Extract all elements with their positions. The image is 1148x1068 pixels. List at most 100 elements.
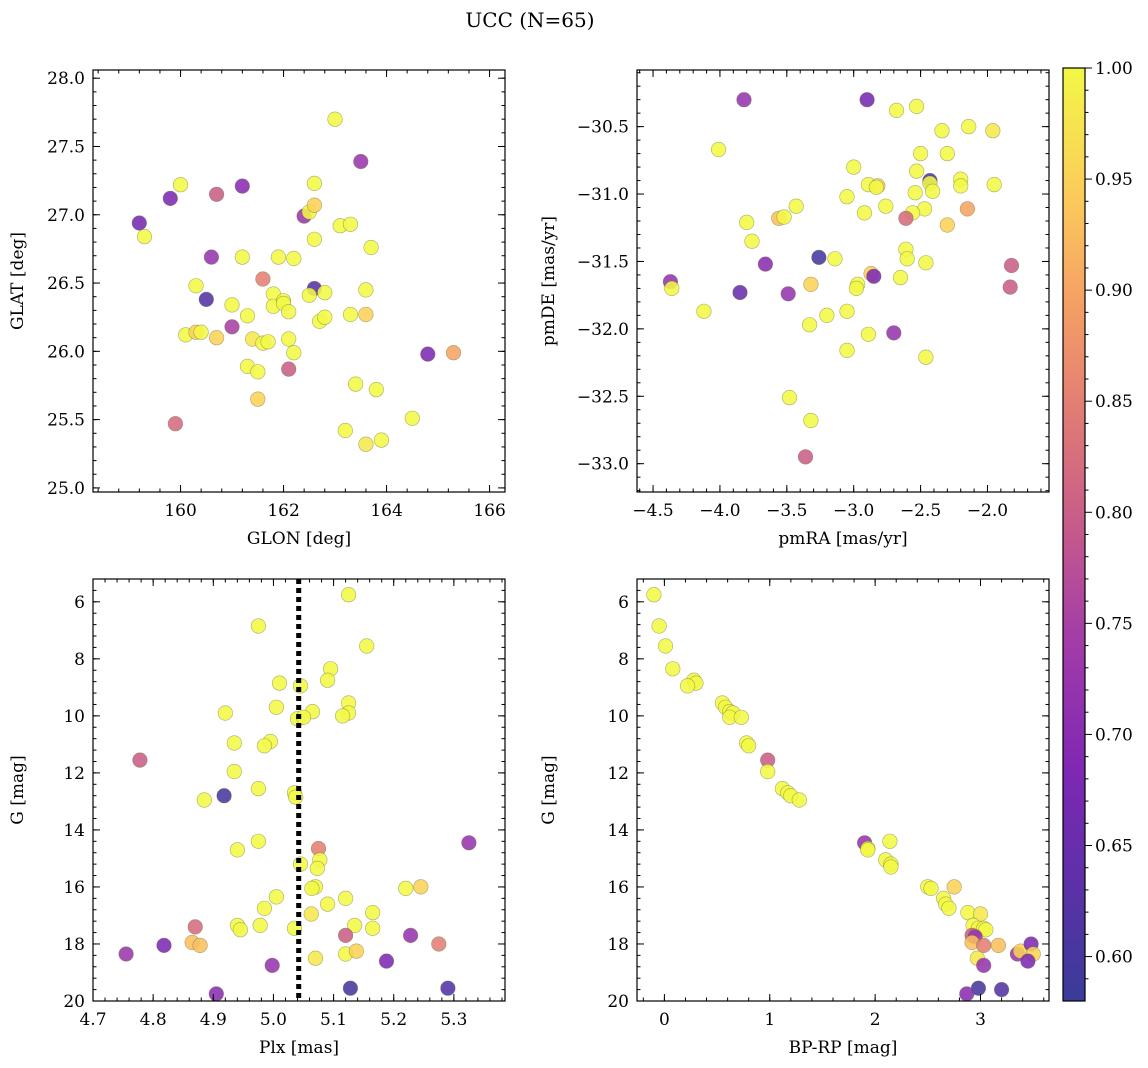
data-point — [306, 175, 323, 191]
data-point — [378, 953, 395, 969]
data-point — [827, 251, 843, 267]
data-point — [281, 304, 297, 320]
data-point — [250, 364, 266, 380]
data-point — [839, 189, 855, 205]
data-point — [776, 209, 792, 225]
data-point — [440, 980, 456, 996]
points-plx-g — [118, 587, 477, 1001]
data-point — [781, 390, 798, 406]
y-tick-label: 18 — [607, 935, 629, 955]
y-tick-label: −32.5 — [577, 387, 629, 407]
colorbar-tick-label: 0.75 — [1095, 614, 1133, 634]
data-point — [365, 904, 381, 921]
data-point — [224, 297, 240, 313]
y-tick-label: 12 — [607, 764, 629, 784]
data-point — [978, 922, 994, 938]
data-point — [368, 382, 384, 398]
colorbar-tick-label: 1.00 — [1095, 59, 1133, 79]
data-point — [856, 205, 873, 221]
ticks — [92, 578, 505, 1002]
data-point — [961, 118, 977, 135]
data-point — [1002, 279, 1018, 295]
x-tick-label: 162 — [267, 501, 299, 521]
data-point — [859, 92, 875, 108]
data-point — [819, 307, 835, 324]
data-point — [898, 210, 914, 226]
data-point — [226, 735, 242, 751]
data-point — [803, 276, 819, 293]
data-point — [788, 198, 804, 214]
colorbar-tick-label: 0.80 — [1095, 503, 1133, 523]
data-point — [250, 780, 266, 797]
data-point — [252, 917, 268, 934]
x-tick-label: 0 — [659, 1010, 670, 1030]
data-point — [420, 346, 436, 362]
data-point — [665, 661, 681, 677]
data-point — [288, 789, 304, 805]
data-point — [342, 980, 359, 996]
data-point — [888, 102, 905, 118]
x-tick-label: 160 — [164, 501, 196, 521]
data-point — [250, 391, 266, 407]
colorbar-tick-label: 0.60 — [1095, 948, 1133, 968]
data-point — [780, 286, 796, 302]
data-point — [353, 153, 369, 170]
data-point — [234, 249, 250, 265]
data-point — [301, 287, 317, 303]
data-point — [413, 879, 429, 895]
data-point — [136, 229, 153, 245]
data-point — [188, 278, 204, 294]
data-point — [866, 268, 882, 284]
data-point — [924, 183, 941, 199]
y-tick-label: 6 — [74, 593, 85, 613]
y-axis-label: pmDE [mas/yr] — [539, 216, 559, 346]
data-point — [309, 860, 325, 877]
data-point — [651, 618, 667, 634]
data-point — [268, 699, 285, 715]
data-point — [846, 159, 862, 175]
y-tick-label: 25.0 — [47, 479, 85, 499]
data-point — [939, 217, 955, 233]
data-point — [791, 792, 807, 808]
data-point — [317, 309, 333, 325]
data-point — [882, 833, 898, 849]
data-point — [229, 842, 245, 858]
ticks — [637, 578, 1049, 1002]
data-point — [934, 123, 950, 139]
data-point — [860, 842, 876, 858]
data-point — [338, 890, 354, 907]
points-glon-glat — [131, 111, 462, 452]
y-tick-label: 14 — [607, 821, 629, 841]
x-tick-label: 5.1 — [320, 1010, 347, 1030]
data-point — [255, 271, 271, 287]
data-point — [234, 178, 250, 194]
y-tick-label: 8 — [74, 650, 85, 670]
data-point — [646, 587, 662, 603]
data-point — [270, 249, 287, 265]
data-point — [883, 859, 899, 875]
data-point — [193, 324, 209, 340]
data-point — [167, 416, 183, 432]
data-point — [226, 763, 242, 780]
y-tick-label: 20 — [63, 992, 85, 1012]
data-point — [739, 214, 755, 230]
data-point — [196, 792, 212, 808]
colorbar-bar — [1062, 67, 1086, 1002]
data-point — [993, 981, 1010, 998]
data-point — [317, 285, 333, 301]
data-point — [208, 986, 224, 1001]
y-tick-label: 10 — [607, 707, 629, 727]
y-tick-label: 16 — [63, 878, 85, 898]
data-point — [118, 946, 134, 962]
y-tick-label: 28.0 — [47, 69, 85, 89]
data-point — [232, 922, 248, 938]
data-point — [918, 255, 934, 271]
x-tick-label: −3.5 — [766, 501, 807, 521]
y-tick-label: 27.0 — [47, 206, 85, 226]
data-point — [733, 709, 749, 725]
data-point — [347, 917, 363, 934]
colorbar-tick-label: 0.95 — [1095, 170, 1133, 190]
data-point — [337, 422, 353, 439]
data-point — [976, 937, 992, 954]
data-point — [162, 190, 178, 206]
